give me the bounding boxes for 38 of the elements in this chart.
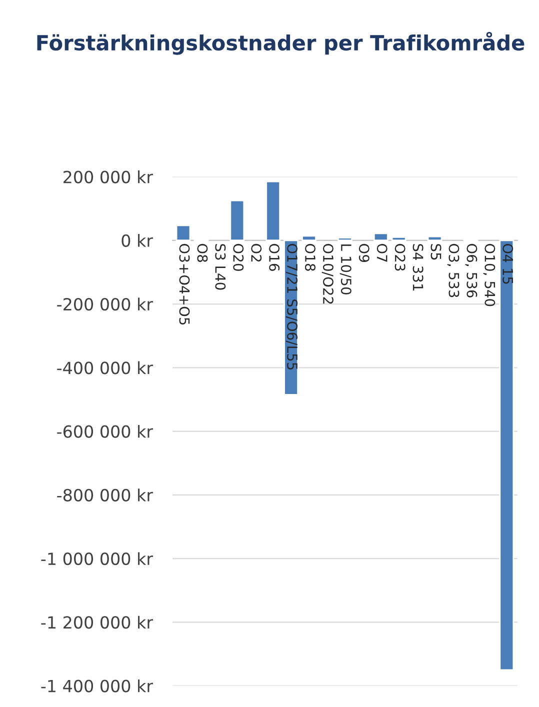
y-tick-label: 0 kr [122,234,154,247]
bar [427,236,442,242]
x-tick-label: O3+O4+O5 [179,244,190,325]
x-tick-label: S3 L40 [215,244,226,290]
bar [338,237,352,242]
x-tick-label: O18 [304,244,316,271]
x-tick-label: O16 [269,244,280,271]
x-tick-label: L 10/50 [340,244,352,294]
x-tick-label: S4 331 [412,244,424,290]
x-tick-label: O20 [233,244,244,271]
bar [499,240,514,671]
x-tick-label: O17/21 S5/O6/L55 [286,244,298,370]
x-tick-label: O23 [394,244,406,271]
x-tick-label: O2 [251,244,262,262]
x-tick-label: O4 15 [502,244,514,284]
bar [266,180,281,242]
x-tick-label: O6, 536 [465,244,478,298]
bar [230,200,245,242]
y-tick-label: 200 000 kr [64,170,154,184]
x-tick-label: O10, 540 [483,244,496,306]
chart-title: Förstärkningskostnader per Trafikområde [37,32,524,55]
y-tick-label: -400 000 kr [57,361,154,374]
bar [373,232,388,242]
x-tick-label: O10/O22 [322,244,334,304]
y-tick-label: -200 000 kr [57,298,154,311]
bar [176,224,191,242]
x-tick-label: O7 [376,244,388,262]
y-tick-label: -800 000 kr [57,488,154,502]
x-tick-label: O8 [197,244,208,262]
y-tick-label: -600 000 kr [57,424,154,438]
y-tick-label: -1 000 000 kr [41,552,154,566]
y-tick-label: -1 400 000 kr [41,679,154,692]
x-tick-label: O3, 533 [447,244,460,298]
bar [302,235,316,242]
x-tick-label: O9 [358,244,370,262]
x-tick-label: S5 [430,244,442,260]
bar [391,236,406,242]
y-tick-label: -1 200 000 kr [41,616,154,629]
